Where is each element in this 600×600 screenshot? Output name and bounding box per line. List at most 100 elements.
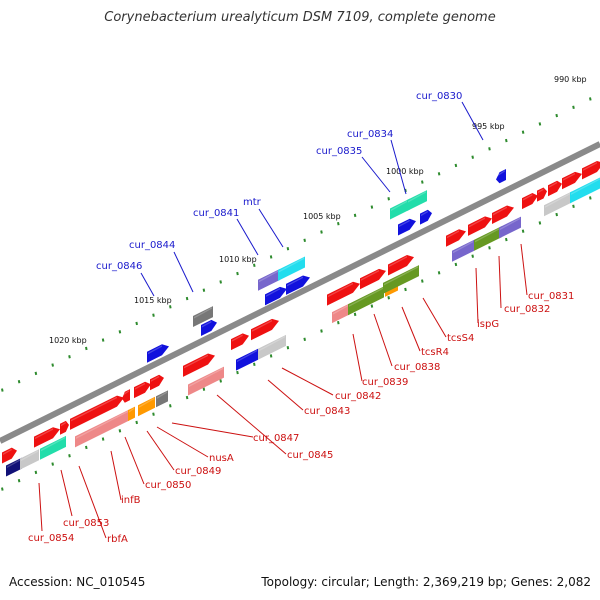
gene-bar-orange-1[interactable] xyxy=(128,406,135,422)
gene-bar-cyan-1[interactable] xyxy=(570,177,600,204)
gene-bar-orange-2[interactable] xyxy=(138,396,155,417)
gene-bar-grey-2[interactable] xyxy=(193,306,213,327)
gene-label-cur_0841[interactable]: cur_0841 xyxy=(193,208,239,219)
gene-arrow-cur_0842[interactable] xyxy=(327,281,360,306)
gene-bar-pink-3-highlight xyxy=(333,304,349,315)
gene-arrow-cur_0828[interactable] xyxy=(582,160,600,180)
gene-bar-blue-7[interactable] xyxy=(420,209,432,225)
gene-label-cur_0831[interactable]: cur_0831 xyxy=(528,291,574,302)
gene-label-cur_0845[interactable]: cur_0845 xyxy=(287,450,333,461)
gene-label-cur_0835[interactable]: cur_0835 xyxy=(316,146,362,157)
gene-label-cur_0839[interactable]: cur_0839 xyxy=(362,377,408,388)
gene-bar-orange-2-highlight xyxy=(139,397,154,408)
gene-label-infB[interactable]: infB xyxy=(121,495,141,506)
gene-bar-purple-2[interactable] xyxy=(499,216,521,239)
scale-tick-lower xyxy=(454,262,458,267)
gene-bar-navy[interactable] xyxy=(6,457,22,477)
gene-bar-pink-1[interactable] xyxy=(75,409,129,448)
gene-bar-blue-3[interactable] xyxy=(201,319,217,337)
gene-bar-pink-2[interactable] xyxy=(188,366,224,396)
gene-bar-cyan-2[interactable] xyxy=(278,256,305,281)
gene-label-cur_0844[interactable]: cur_0844 xyxy=(129,240,175,251)
gene-arrow-nusA[interactable] xyxy=(150,374,164,391)
gene-bar-silver-3-highlight xyxy=(545,192,571,208)
gene-arrow-ispG[interactable] xyxy=(492,205,514,224)
gene-label-cur_0838[interactable]: cur_0838 xyxy=(394,362,440,373)
gene-bar-purple-1[interactable] xyxy=(452,239,474,262)
gene-arrow-cur_0831[interactable] xyxy=(537,187,547,202)
gene-arrow-cur_0829[interactable] xyxy=(562,171,582,190)
gene-arrow-small-blue[interactable] xyxy=(496,169,506,184)
leader-cur_0849 xyxy=(146,430,175,471)
gene-bar-blue-5[interactable] xyxy=(286,275,310,295)
gene-bar-purple-3-highlight xyxy=(259,269,279,283)
gene-label-nusA[interactable]: nusA xyxy=(209,453,234,464)
gene-label-ispG[interactable]: ispG xyxy=(477,319,499,330)
scale-tick-upper xyxy=(370,205,374,209)
label-leader-lines xyxy=(38,101,528,539)
gene-arrow-tcsR4[interactable] xyxy=(446,229,466,247)
gene-arrow-cur_0847[interactable] xyxy=(183,353,215,377)
gene-bar-teal-1[interactable] xyxy=(40,435,66,460)
gene-arrow-cur_0854[interactable] xyxy=(2,447,17,464)
gene-bar-silver-1[interactable] xyxy=(20,449,39,470)
gene-arrow-cur_0845[interactable] xyxy=(231,333,249,351)
gene-arrow-cur_0849[interactable] xyxy=(122,389,130,403)
gene-label-tcsS4[interactable]: tcsS4 xyxy=(447,333,474,344)
gene-label-cur_0850[interactable]: cur_0850 xyxy=(145,480,191,491)
gene-bar-blue-1[interactable] xyxy=(236,348,258,371)
scale-tick-upper xyxy=(521,130,525,134)
gene-bar-silver-3[interactable] xyxy=(544,191,572,217)
leader-rbfA xyxy=(78,465,107,539)
gene-label-cur_0846[interactable]: cur_0846 xyxy=(96,261,142,272)
gene-label-cur_0847[interactable]: cur_0847 xyxy=(253,433,299,444)
gene-bar-silver-2[interactable] xyxy=(258,334,286,360)
leader-cur_0850 xyxy=(124,436,145,485)
gene-bar-olive-2[interactable] xyxy=(383,265,419,294)
gene-arrow-cur_0850[interactable] xyxy=(134,381,151,399)
gene-arrow-cur_0854-highlight xyxy=(3,448,12,456)
gene-arrow-rbfA[interactable] xyxy=(60,420,69,435)
gene-arrow-tcsS4[interactable] xyxy=(468,216,492,236)
figure-title: Corynebacterium urealyticum DSM 7109, co… xyxy=(104,10,496,25)
gene-arrow-cur_0839[interactable] xyxy=(360,268,386,290)
gene-arrow-cur_0847-highlight xyxy=(184,354,208,369)
leader-cur_0832 xyxy=(498,255,502,309)
gene-arrow-cur_0845-highlight xyxy=(232,334,243,342)
gene-bar-olive-1-highlight xyxy=(349,287,383,307)
gene-bar-blue-3-highlight xyxy=(202,320,212,328)
gene-arrow-cur_0838[interactable] xyxy=(388,255,414,276)
scale-tick-lower xyxy=(17,478,21,483)
gene-label-cur_0854[interactable]: cur_0854 xyxy=(28,533,74,544)
gene-label-mtr[interactable]: mtr xyxy=(243,197,262,208)
gene-arrow-cur_0843[interactable] xyxy=(251,318,279,341)
gene-label-tcsR4[interactable]: tcsR4 xyxy=(421,347,449,358)
gene-label-cur_0843[interactable]: cur_0843 xyxy=(304,406,350,417)
gene-arrow-cur_0832[interactable] xyxy=(522,192,538,210)
gene-bar-teal-3[interactable] xyxy=(407,190,427,212)
bottom-gene-labels: cur_0831 cur_0832 ispG tcsS4 tcsR4 cur_0… xyxy=(28,291,574,545)
gene-bar-pink-3[interactable] xyxy=(332,303,350,324)
scale-tick-lower xyxy=(169,404,172,408)
gene-bar-purple-3[interactable] xyxy=(258,268,280,291)
gene-label-cur_0849[interactable]: cur_0849 xyxy=(175,466,221,477)
gene-bar-blue-4[interactable] xyxy=(265,286,287,306)
gene-arrow-infB[interactable] xyxy=(70,395,124,430)
gene-arrow-cur_0830[interactable] xyxy=(548,180,562,197)
gene-bar-olive-3[interactable] xyxy=(474,226,502,251)
gene-arrow-cur_0842-highlight xyxy=(328,282,353,298)
gene-bar-teal-2[interactable] xyxy=(390,198,410,220)
scale-tick-upper xyxy=(572,105,575,109)
gene-bar-blue-6[interactable] xyxy=(398,218,416,236)
leader-tcsR4 xyxy=(401,306,421,352)
gene-label-cur_0842[interactable]: cur_0842 xyxy=(335,391,381,402)
gene-label-rbfA[interactable]: rbfA xyxy=(107,534,128,545)
gene-label-cur_0830[interactable]: cur_0830 xyxy=(416,91,462,102)
gene-label-cur_0853[interactable]: cur_0853 xyxy=(63,518,109,529)
gene-label-cur_0834[interactable]: cur_0834 xyxy=(347,129,393,140)
gene-bar-grey-1[interactable] xyxy=(156,390,168,408)
gene-bar-olive-1[interactable] xyxy=(348,286,384,316)
gene-label-cur_0832[interactable]: cur_0832 xyxy=(504,304,550,315)
gene-bar-blue-2[interactable] xyxy=(147,344,169,363)
gene-arrow-cur_0853[interactable] xyxy=(34,427,60,448)
